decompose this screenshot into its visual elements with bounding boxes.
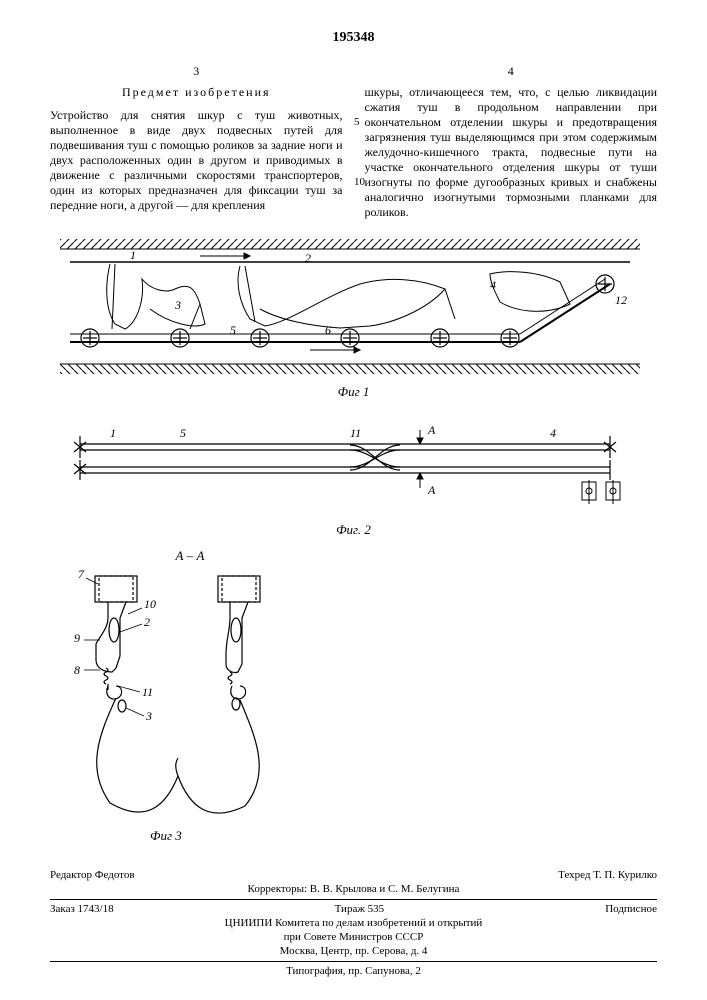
typography: Типография, пр. Сапунова, 2 (50, 964, 657, 978)
svg-text:2: 2 (144, 615, 150, 629)
figure-2: 1 5 11 А А 4 (50, 412, 650, 522)
svg-text:4: 4 (550, 426, 556, 440)
footer: Редактор Федотов Техред Т. П. Курилко Ко… (50, 868, 657, 978)
right-col-number: 4 (365, 64, 658, 79)
patent-number: 195348 (50, 30, 657, 46)
line-marker-10: 10 (354, 176, 365, 188)
left-col-number: 3 (50, 64, 343, 79)
svg-text:8: 8 (74, 663, 80, 677)
subject-heading: Предмет изобретения (50, 85, 343, 100)
patent-page: 195348 3 Предмет изобретения Устройство … (0, 0, 707, 1000)
svg-text:12: 12 (615, 293, 627, 307)
org1: ЦНИИПИ Комитета по делам изобретений и о… (50, 916, 657, 930)
svg-text:7: 7 (78, 568, 85, 581)
address: Москва, Центр, пр. Серова, д. 4 (50, 944, 657, 958)
fig2-caption: Фиг. 2 (50, 522, 657, 538)
svg-text:1: 1 (130, 248, 136, 262)
right-column: 4 шкуры, отличающееся тем, что, с целью … (365, 64, 658, 220)
corrector: Корректоры: В. В. Крылова и С. М. Белуги… (50, 882, 657, 896)
svg-text:А: А (427, 423, 436, 437)
figure-3: 7 9 8 10 2 11 3 (50, 568, 330, 828)
left-column: 3 Предмет изобретения Устройство для сня… (50, 64, 343, 220)
svg-text:9: 9 (74, 631, 80, 645)
section-label: А – А (50, 548, 330, 564)
svg-text:2: 2 (305, 251, 311, 265)
podpisnoe: Подписное (605, 902, 657, 916)
editor: Редактор Федотов (50, 868, 135, 882)
svg-text:11: 11 (142, 685, 153, 699)
svg-text:10: 10 (144, 597, 156, 611)
figure-1: 1 2 3 4 5 6 12 (50, 234, 650, 384)
svg-text:6: 6 (325, 323, 331, 337)
figures-area: 1 2 3 4 5 6 12 Фиг 1 (50, 234, 657, 794)
svg-text:4: 4 (490, 278, 496, 292)
svg-text:11: 11 (350, 426, 361, 440)
svg-text:5: 5 (230, 323, 236, 337)
tirazh: Тираж 535 (335, 902, 385, 916)
svg-text:1: 1 (110, 426, 116, 440)
left-text: Устройство для снятия шкур с туш животны… (50, 108, 343, 213)
svg-text:3: 3 (174, 298, 181, 312)
figure-3-wrap: А – А (50, 548, 330, 844)
fig3-caption: Фиг 3 (150, 828, 330, 844)
fig1-caption: Фиг 1 (50, 384, 657, 400)
techred: Техред Т. П. Курилко (558, 868, 657, 882)
line-marker-5: 5 (354, 116, 360, 128)
org2: при Совете Министров СССР (50, 930, 657, 944)
order: Заказ 1743/18 (50, 902, 114, 916)
svg-text:5: 5 (180, 426, 186, 440)
text-columns: 3 Предмет изобретения Устройство для сня… (50, 64, 657, 220)
svg-text:А: А (427, 483, 436, 497)
svg-text:3: 3 (145, 709, 152, 723)
right-text: шкуры, отличающееся тем, что, с целью ли… (365, 85, 658, 220)
